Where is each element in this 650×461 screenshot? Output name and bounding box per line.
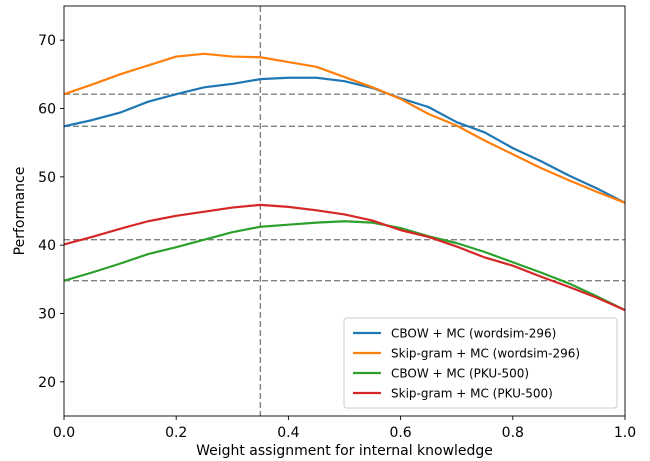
- series-lines: [63, 52, 626, 312]
- y-tick-label: 50: [38, 170, 56, 186]
- y-tick-label: 70: [38, 33, 56, 49]
- legend-box: [343, 317, 618, 409]
- y-tick-label: 30: [38, 307, 56, 323]
- y-tick-label: 20: [38, 375, 56, 391]
- legend: CBOW + MC (wordsim-296) Skip-gram + MC (w…: [343, 317, 618, 409]
- y-tick-label: 40: [38, 238, 56, 254]
- x-tick-label: 0.2: [165, 425, 187, 441]
- legend-entry-label: Skip-gram + MC (wordsim-296): [391, 347, 580, 361]
- x-axis-label: Weight assignment for internal knowledge: [196, 443, 493, 459]
- x-tick-label: 0.0: [53, 425, 75, 441]
- x-tick-label: 0.6: [389, 425, 411, 441]
- y-axis-label: Performance: [12, 167, 28, 256]
- x-tick-label: 0.4: [277, 425, 299, 441]
- legend-entry-label: CBOW + MC (wordsim-296): [391, 327, 556, 341]
- series-line-2: [63, 52, 626, 204]
- x-tick-label: 0.8: [502, 425, 524, 441]
- series-line-4: [63, 203, 626, 312]
- series-line-3: [63, 220, 626, 312]
- reference-lines: [64, 6, 625, 416]
- plot-frame: [63, 5, 626, 417]
- y-axis-ticks: 20 30 40 50 60 70: [38, 33, 64, 391]
- legend-entry-label: CBOW + MC (PKU-500): [391, 367, 529, 381]
- series-line-1: [63, 76, 626, 204]
- x-axis-ticks: 0.0 0.2 0.4 0.6 0.8 1.0: [53, 416, 636, 441]
- legend-entry-label: Skip-gram + MC (PKU-500): [391, 387, 553, 401]
- x-tick-label: 1.0: [614, 425, 636, 441]
- y-tick-label: 60: [38, 102, 56, 118]
